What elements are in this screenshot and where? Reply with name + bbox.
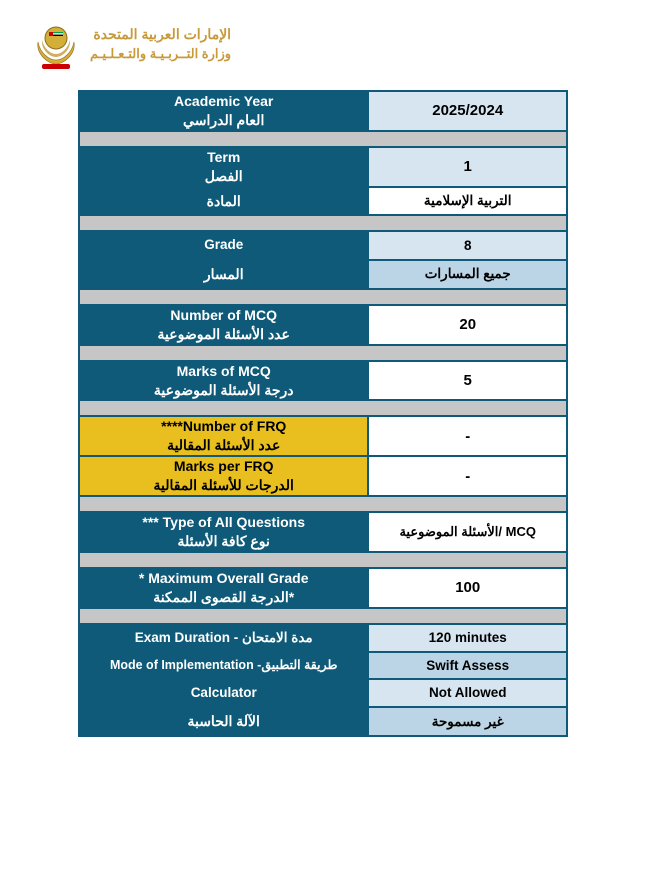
value-num-frq: - (368, 416, 567, 456)
value-duration: 120 minutes (368, 624, 567, 652)
row-marks-frq: Marks per FRQ الدرجات للأسئلة المقالية - (79, 456, 567, 496)
row-duration: Exam Duration - مدة الامتحان 120 minutes (79, 624, 567, 652)
row-mode: Mode of Implementation -طريقة التطبيق Sw… (79, 652, 567, 679)
row-marks-mcq: Marks of MCQ درجة الأسئلة الموضوعية 5 (79, 361, 567, 401)
label-en: * Maximum Overall Grade (80, 569, 367, 588)
label-num-mcq: Number of MCQ عدد الأسئلة الموضوعية (79, 305, 368, 345)
spacer (79, 131, 567, 147)
label-ar: الآلة الحاسبة (187, 713, 259, 729)
value-marks-frq: - (368, 456, 567, 496)
label-ar: درجة الأسئلة الموضوعية (80, 381, 367, 400)
label-ar: العام الدراسي (80, 111, 367, 130)
value-text: الأسئلة الموضوعية/ MCQ (399, 524, 536, 539)
page: الإمارات العربية المتحدة وزارة التــربـي… (0, 0, 646, 873)
label-ar: عدد الأسئلة الموضوعية (80, 325, 367, 344)
value-term: 1 (368, 147, 567, 187)
label-en: ****Number of FRQ (80, 417, 367, 436)
country-name: الإمارات العربية المتحدة (90, 25, 231, 45)
label-en: Number of MCQ (80, 306, 367, 325)
row-academic-year: Academic Year العام الدراسي 2025/2024 (79, 91, 567, 131)
label-term: Term الفصل (79, 147, 368, 187)
row-type-questions: *** Type of All Questions نوع كافة الأسئ… (79, 512, 567, 552)
label-ar: المسار (204, 266, 244, 282)
value-academic-year: 2025/2024 (368, 91, 567, 131)
label-en: *** Type of All Questions (80, 513, 367, 532)
label-marks-mcq: Marks of MCQ درجة الأسئلة الموضوعية (79, 361, 368, 401)
value-marks-mcq: 5 (368, 361, 567, 401)
value-calculator-en: Not Allowed (368, 679, 567, 707)
row-subject: المادة التربية الإسلامية (79, 187, 567, 216)
value-text: جميع المسارات (425, 266, 511, 281)
ministry-name: وزارة التــربـيـة والتـعـلـيـم (90, 45, 231, 63)
label-track: المسار (79, 260, 368, 289)
label-en: Marks per FRQ (80, 457, 367, 476)
label-ar: المادة (84, 192, 363, 211)
exam-info-table: Academic Year العام الدراسي 2025/2024 Te… (78, 90, 568, 737)
label-ar: *الدرجة القصوى الممكنة (80, 588, 367, 607)
value-num-mcq: 20 (368, 305, 567, 345)
value-type-questions: الأسئلة الموضوعية/ MCQ (368, 512, 567, 552)
spacer (79, 552, 567, 568)
value-mode: Swift Assess (368, 652, 567, 679)
label-duration: Exam Duration - مدة الامتحان (79, 624, 368, 652)
uae-emblem-icon (32, 18, 80, 70)
document-header: الإمارات العربية المتحدة وزارة التــربـي… (0, 0, 646, 70)
spacer (79, 345, 567, 361)
label-ar: نوع كافة الأسئلة (80, 532, 367, 551)
row-num-frq: ****Number of FRQ عدد الأسئلة المقالية - (79, 416, 567, 456)
label-num-frq: ****Number of FRQ عدد الأسئلة المقالية (79, 416, 368, 456)
spacer (79, 215, 567, 231)
row-track: المسار جميع المسارات (79, 260, 567, 289)
label-ar: الفصل (80, 167, 367, 186)
label-ar: عدد الأسئلة المقالية (80, 436, 367, 455)
label-en: Term (80, 148, 367, 167)
label-type-questions: *** Type of All Questions نوع كافة الأسئ… (79, 512, 368, 552)
value-grade: 8 (368, 231, 567, 259)
value-max-grade: 100 (368, 568, 567, 608)
spacer (79, 496, 567, 512)
label-calculator-en: Calculator (79, 679, 368, 707)
label-subject: المادة (79, 187, 368, 216)
row-calculator-ar: الآلة الحاسبة غير مسموحة (79, 707, 567, 736)
label-en: Marks of MCQ (80, 362, 367, 381)
label-ar: الدرجات للأسئلة المقالية (80, 476, 367, 495)
label-max-grade: * Maximum Overall Grade *الدرجة القصوى ا… (79, 568, 368, 608)
value-text: التربية الإسلامية (424, 193, 512, 208)
label-calculator-ar: الآلة الحاسبة (79, 707, 368, 736)
label-grade: Grade (79, 231, 368, 259)
label-mode: Mode of Implementation -طريقة التطبيق (79, 652, 368, 679)
row-num-mcq: Number of MCQ عدد الأسئلة الموضوعية 20 (79, 305, 567, 345)
label-academic-year: Academic Year العام الدراسي (79, 91, 368, 131)
value-text: غير مسموحة (432, 714, 504, 729)
value-track: جميع المسارات (368, 260, 567, 289)
label-en: Academic Year (80, 92, 367, 111)
value-calculator-ar: غير مسموحة (368, 707, 567, 736)
spacer (79, 400, 567, 416)
label-marks-frq: Marks per FRQ الدرجات للأسئلة المقالية (79, 456, 368, 496)
row-max-grade: * Maximum Overall Grade *الدرجة القصوى ا… (79, 568, 567, 608)
row-grade: Grade 8 (79, 231, 567, 259)
spacer (79, 289, 567, 305)
spacer (79, 608, 567, 624)
row-term: Term الفصل 1 (79, 147, 567, 187)
row-calculator-en: Calculator Not Allowed (79, 679, 567, 707)
value-subject: التربية الإسلامية (368, 187, 567, 216)
ministry-title: الإمارات العربية المتحدة وزارة التــربـي… (90, 25, 231, 63)
